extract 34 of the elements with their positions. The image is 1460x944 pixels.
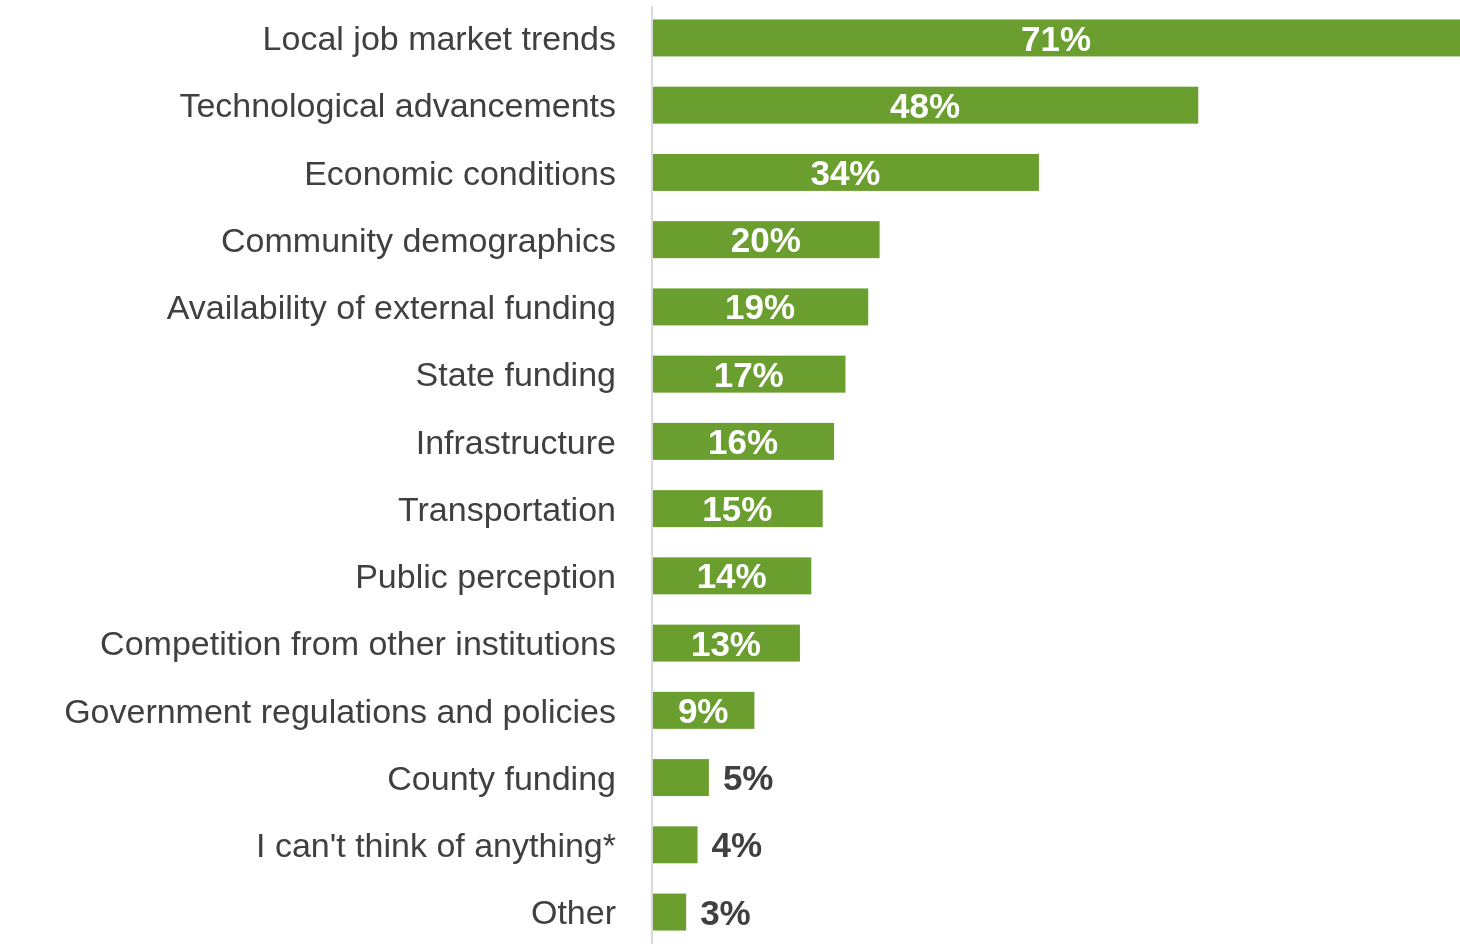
y-tick-label: Other (530, 893, 616, 932)
y-tick-label: Community demographics (221, 220, 616, 259)
y-tick-label: Competition from other institutions (100, 624, 616, 663)
data-label: 34% (810, 153, 881, 193)
y-tick-label: Infrastructure (415, 422, 616, 461)
bar (652, 153, 1039, 191)
y-tick-label: Transportation (398, 489, 616, 528)
data-label: 4% (711, 825, 763, 865)
y-tick-label: Availability of external funding (166, 288, 616, 327)
data-label: 14% (696, 556, 767, 596)
y-tick-label: Economic conditions (304, 153, 616, 192)
bar (652, 826, 698, 864)
data-label: 13% (690, 623, 761, 663)
data-label: 17% (713, 354, 784, 394)
data-label: 9% (677, 690, 729, 730)
data-label: 5% (722, 758, 774, 798)
data-label: 19% (725, 287, 796, 327)
data-label: 15% (702, 489, 773, 529)
bar (652, 759, 709, 797)
y-tick-label: I can't think of anything* (256, 826, 616, 865)
y-tick-label: Public perception (355, 557, 616, 596)
bar (652, 86, 1199, 124)
y-tick-label: State funding (415, 355, 616, 394)
y-tick-label: Local job market trends (262, 19, 616, 58)
data-label: 16% (708, 421, 779, 461)
data-label: 71% (1020, 18, 1092, 58)
y-tick-label: Technological advancements (179, 86, 616, 125)
bar (652, 19, 1460, 57)
data-label: 3% (700, 892, 751, 932)
data-label: 20% (730, 220, 801, 260)
bar (652, 893, 687, 931)
data-label: 48% (890, 85, 961, 125)
y-tick-label: Government regulations and policies (64, 691, 616, 730)
y-tick-label: County funding (387, 758, 616, 797)
